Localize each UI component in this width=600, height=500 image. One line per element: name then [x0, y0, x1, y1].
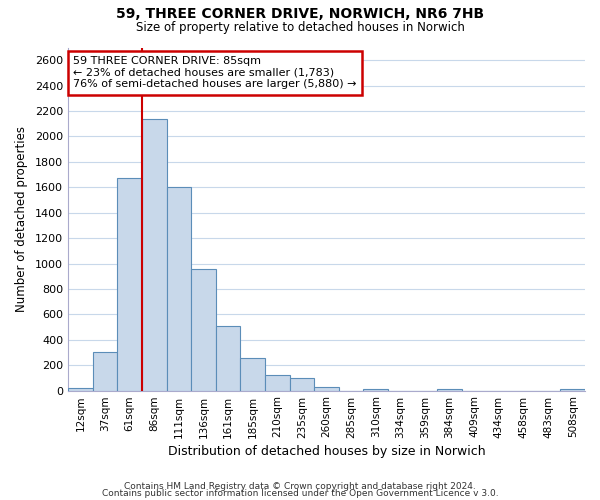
Bar	[191, 268, 216, 390]
Bar	[142, 118, 167, 390]
Bar	[92, 352, 117, 391]
Bar	[314, 387, 339, 390]
Bar	[290, 378, 314, 390]
Bar	[265, 376, 290, 390]
X-axis label: Distribution of detached houses by size in Norwich: Distribution of detached houses by size …	[168, 444, 485, 458]
Bar	[364, 388, 388, 390]
Y-axis label: Number of detached properties: Number of detached properties	[15, 126, 28, 312]
Bar	[216, 326, 241, 390]
Text: Size of property relative to detached houses in Norwich: Size of property relative to detached ho…	[136, 21, 464, 34]
Text: Contains HM Land Registry data © Crown copyright and database right 2024.: Contains HM Land Registry data © Crown c…	[124, 482, 476, 491]
Text: 59 THREE CORNER DRIVE: 85sqm
← 23% of detached houses are smaller (1,783)
76% of: 59 THREE CORNER DRIVE: 85sqm ← 23% of de…	[73, 56, 357, 90]
Bar	[117, 178, 142, 390]
Bar	[241, 358, 265, 390]
Text: 59, THREE CORNER DRIVE, NORWICH, NR6 7HB: 59, THREE CORNER DRIVE, NORWICH, NR6 7HB	[116, 8, 484, 22]
Text: Contains public sector information licensed under the Open Government Licence v : Contains public sector information licen…	[101, 489, 499, 498]
Bar	[560, 388, 585, 390]
Bar	[167, 188, 191, 390]
Bar	[68, 388, 92, 390]
